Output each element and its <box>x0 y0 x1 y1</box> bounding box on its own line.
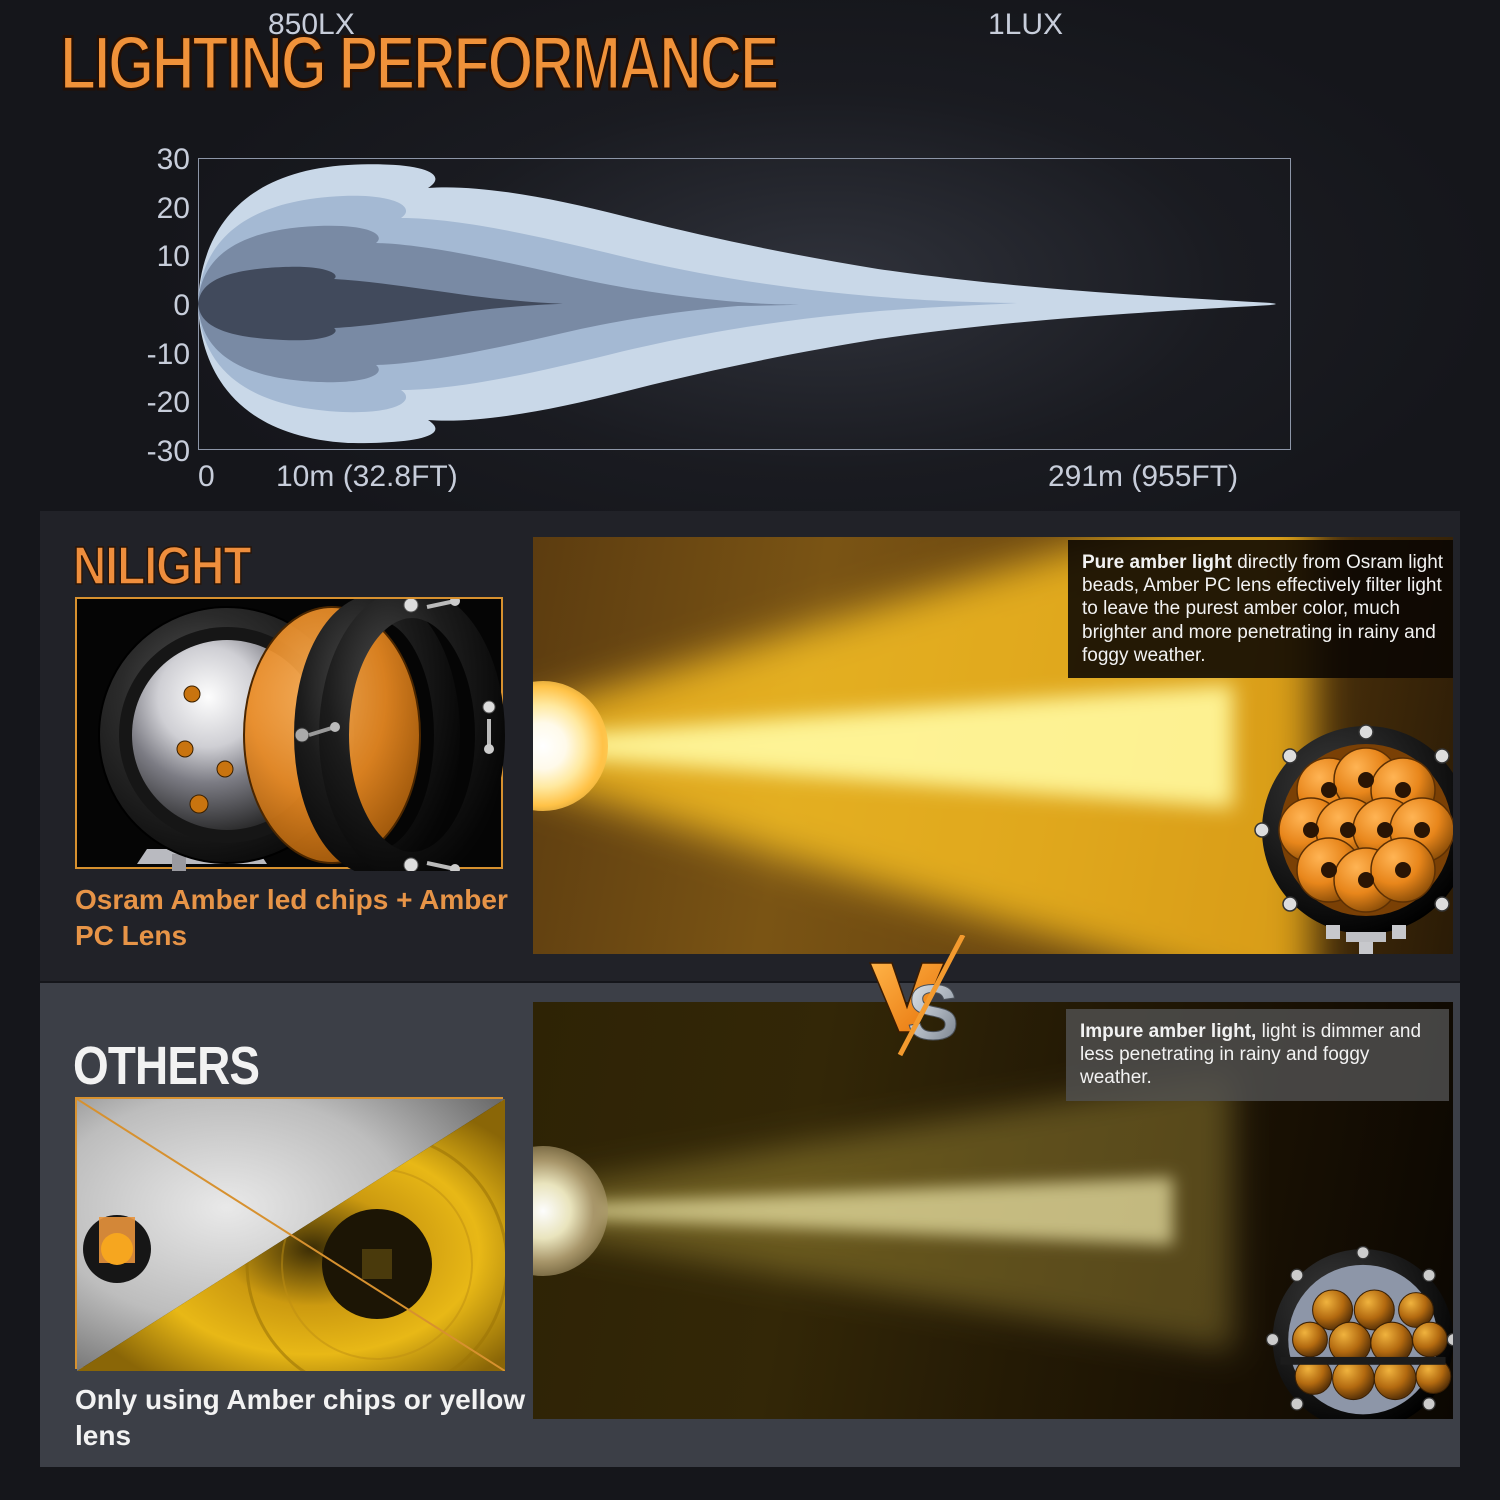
svg-text:S: S <box>907 968 959 1056</box>
